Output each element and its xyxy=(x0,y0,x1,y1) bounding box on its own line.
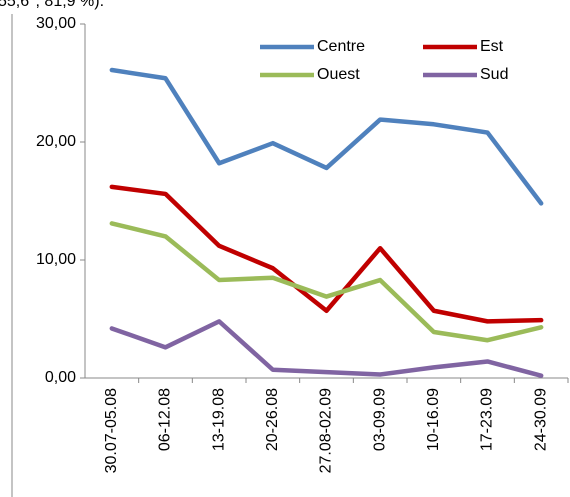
x-tick-label: 03-09.09 xyxy=(371,388,388,451)
legend-label: Sud xyxy=(480,66,508,83)
x-tick-label: 13-19.08 xyxy=(210,388,227,451)
x-tick-label: 20-26.08 xyxy=(264,388,281,451)
y-tick-label: 0,00 xyxy=(45,369,76,386)
y-tick-label: 30,00 xyxy=(36,15,76,32)
legend-label: Est xyxy=(480,38,504,55)
series-line xyxy=(109,221,544,343)
legend-label: Centre xyxy=(317,38,365,55)
series-line xyxy=(109,67,544,206)
annotation: 55,6°, 81,9 %). xyxy=(0,0,104,10)
x-tick-label: 27.08-02.09 xyxy=(318,388,335,474)
x-tick-label: 17-23.09 xyxy=(479,388,496,451)
y-tick-label: 10,00 xyxy=(36,251,76,268)
series-line xyxy=(109,319,544,378)
x-tick-label: 06-12.08 xyxy=(157,388,174,451)
x-tick-label: 10-16.09 xyxy=(425,388,442,451)
legend-label: Ouest xyxy=(317,66,360,83)
y-tick-label: 20,00 xyxy=(36,133,76,150)
x-tick-label: 24-30.09 xyxy=(532,388,549,451)
series-line xyxy=(109,184,544,324)
x-tick-label: 30.07-05.08 xyxy=(103,388,120,474)
